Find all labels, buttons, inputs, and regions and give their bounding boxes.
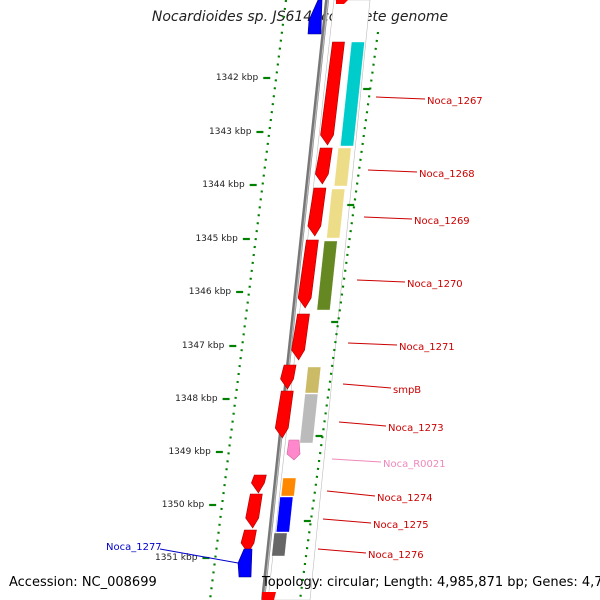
gene-label[interactable]: Noca_1267 — [427, 96, 483, 107]
gene-arrow[interactable] — [320, 41, 345, 146]
cog-color-bar — [280, 477, 297, 497]
gene-label[interactable]: Noca_1274 — [377, 493, 433, 504]
gene-label-leader — [338, 421, 387, 427]
gene-label-leader — [363, 216, 413, 220]
gene-arrow[interactable] — [274, 390, 294, 439]
gene-label[interactable]: Noca_1273 — [388, 423, 444, 434]
kbp-tick-label: 1347 kbp — [182, 341, 225, 351]
cog-color-bar — [333, 147, 352, 187]
rna-gene-arrow[interactable] — [286, 439, 301, 461]
kbp-tick-label: 1349 kbp — [168, 447, 211, 457]
cog-color-bar — [304, 366, 322, 394]
cog-color-bar — [299, 393, 319, 444]
kbp-tick-label: 1348 kbp — [175, 394, 218, 404]
gene-label-leader — [367, 169, 418, 173]
gene-label-leader — [326, 490, 376, 497]
genome-backbone — [261, 0, 329, 600]
gene-label-leader — [322, 518, 372, 524]
kbp-tick-label: 1350 kbp — [162, 500, 205, 510]
accession-text: Accession: NC_008699 — [9, 575, 157, 590]
reverse-gene-arrow[interactable] — [307, 0, 323, 35]
map-title: Nocardioides sp. JS614, complete genome — [151, 9, 449, 25]
gene-arrow[interactable] — [245, 493, 263, 529]
reverse-gene-arrow[interactable] — [237, 548, 253, 578]
gene-arrow[interactable] — [336, 0, 348, 4]
gene-arrow[interactable] — [291, 313, 310, 361]
kbp-tick-label: 1344 kbp — [202, 180, 245, 190]
gene-label[interactable]: Noca_1271 — [399, 342, 455, 353]
cog-color-bar — [340, 41, 365, 147]
kbp-tick-label: 1343 kbp — [209, 127, 252, 137]
gene-arrow[interactable] — [251, 474, 267, 494]
gene-label-leader — [159, 548, 239, 564]
gene-label-leader — [375, 96, 426, 100]
gene-label-leader — [356, 279, 406, 283]
gene-label-leader — [331, 458, 382, 463]
kbp-tick-label: 1342 kbp — [216, 73, 259, 83]
gene-label[interactable]: smpB — [393, 385, 421, 396]
cog-color-bar — [271, 532, 288, 557]
gene-arrow[interactable] — [315, 147, 333, 185]
gene-label[interactable]: Noca_1270 — [407, 279, 463, 290]
gene-arrow[interactable] — [240, 529, 257, 554]
gene-label-leader — [347, 342, 398, 346]
gene-label[interactable]: Noca_1276 — [368, 550, 424, 561]
genome-backbone-highlight — [263, 0, 329, 600]
cog-color-bar — [326, 188, 346, 239]
gene-label[interactable]: Noca_1275 — [373, 520, 429, 531]
gene-label-leader — [317, 548, 367, 554]
gene-label[interactable]: Noca_1269 — [414, 216, 470, 227]
gene-label[interactable]: Noca_1277 — [106, 542, 162, 553]
cog-color-bar — [276, 496, 294, 533]
gene-label[interactable]: Noca_R0021 — [383, 459, 446, 470]
gene-label-leader — [342, 383, 392, 389]
gene-arrow[interactable] — [280, 364, 297, 390]
kbp-tick-label: 1351 kbp — [155, 553, 198, 563]
gene-arrow[interactable] — [297, 239, 319, 309]
kbp-tick-label: 1345 kbp — [195, 234, 238, 244]
gene-arrow[interactable] — [307, 187, 327, 237]
kbp-tick-label: 1346 kbp — [189, 287, 232, 297]
gene-arrow[interactable] — [262, 592, 276, 600]
cog-color-bar — [316, 240, 338, 311]
gene-label[interactable]: Noca_1268 — [419, 169, 475, 180]
topology-text: Topology: circular; Length: 4,985,871 bp… — [262, 575, 600, 590]
